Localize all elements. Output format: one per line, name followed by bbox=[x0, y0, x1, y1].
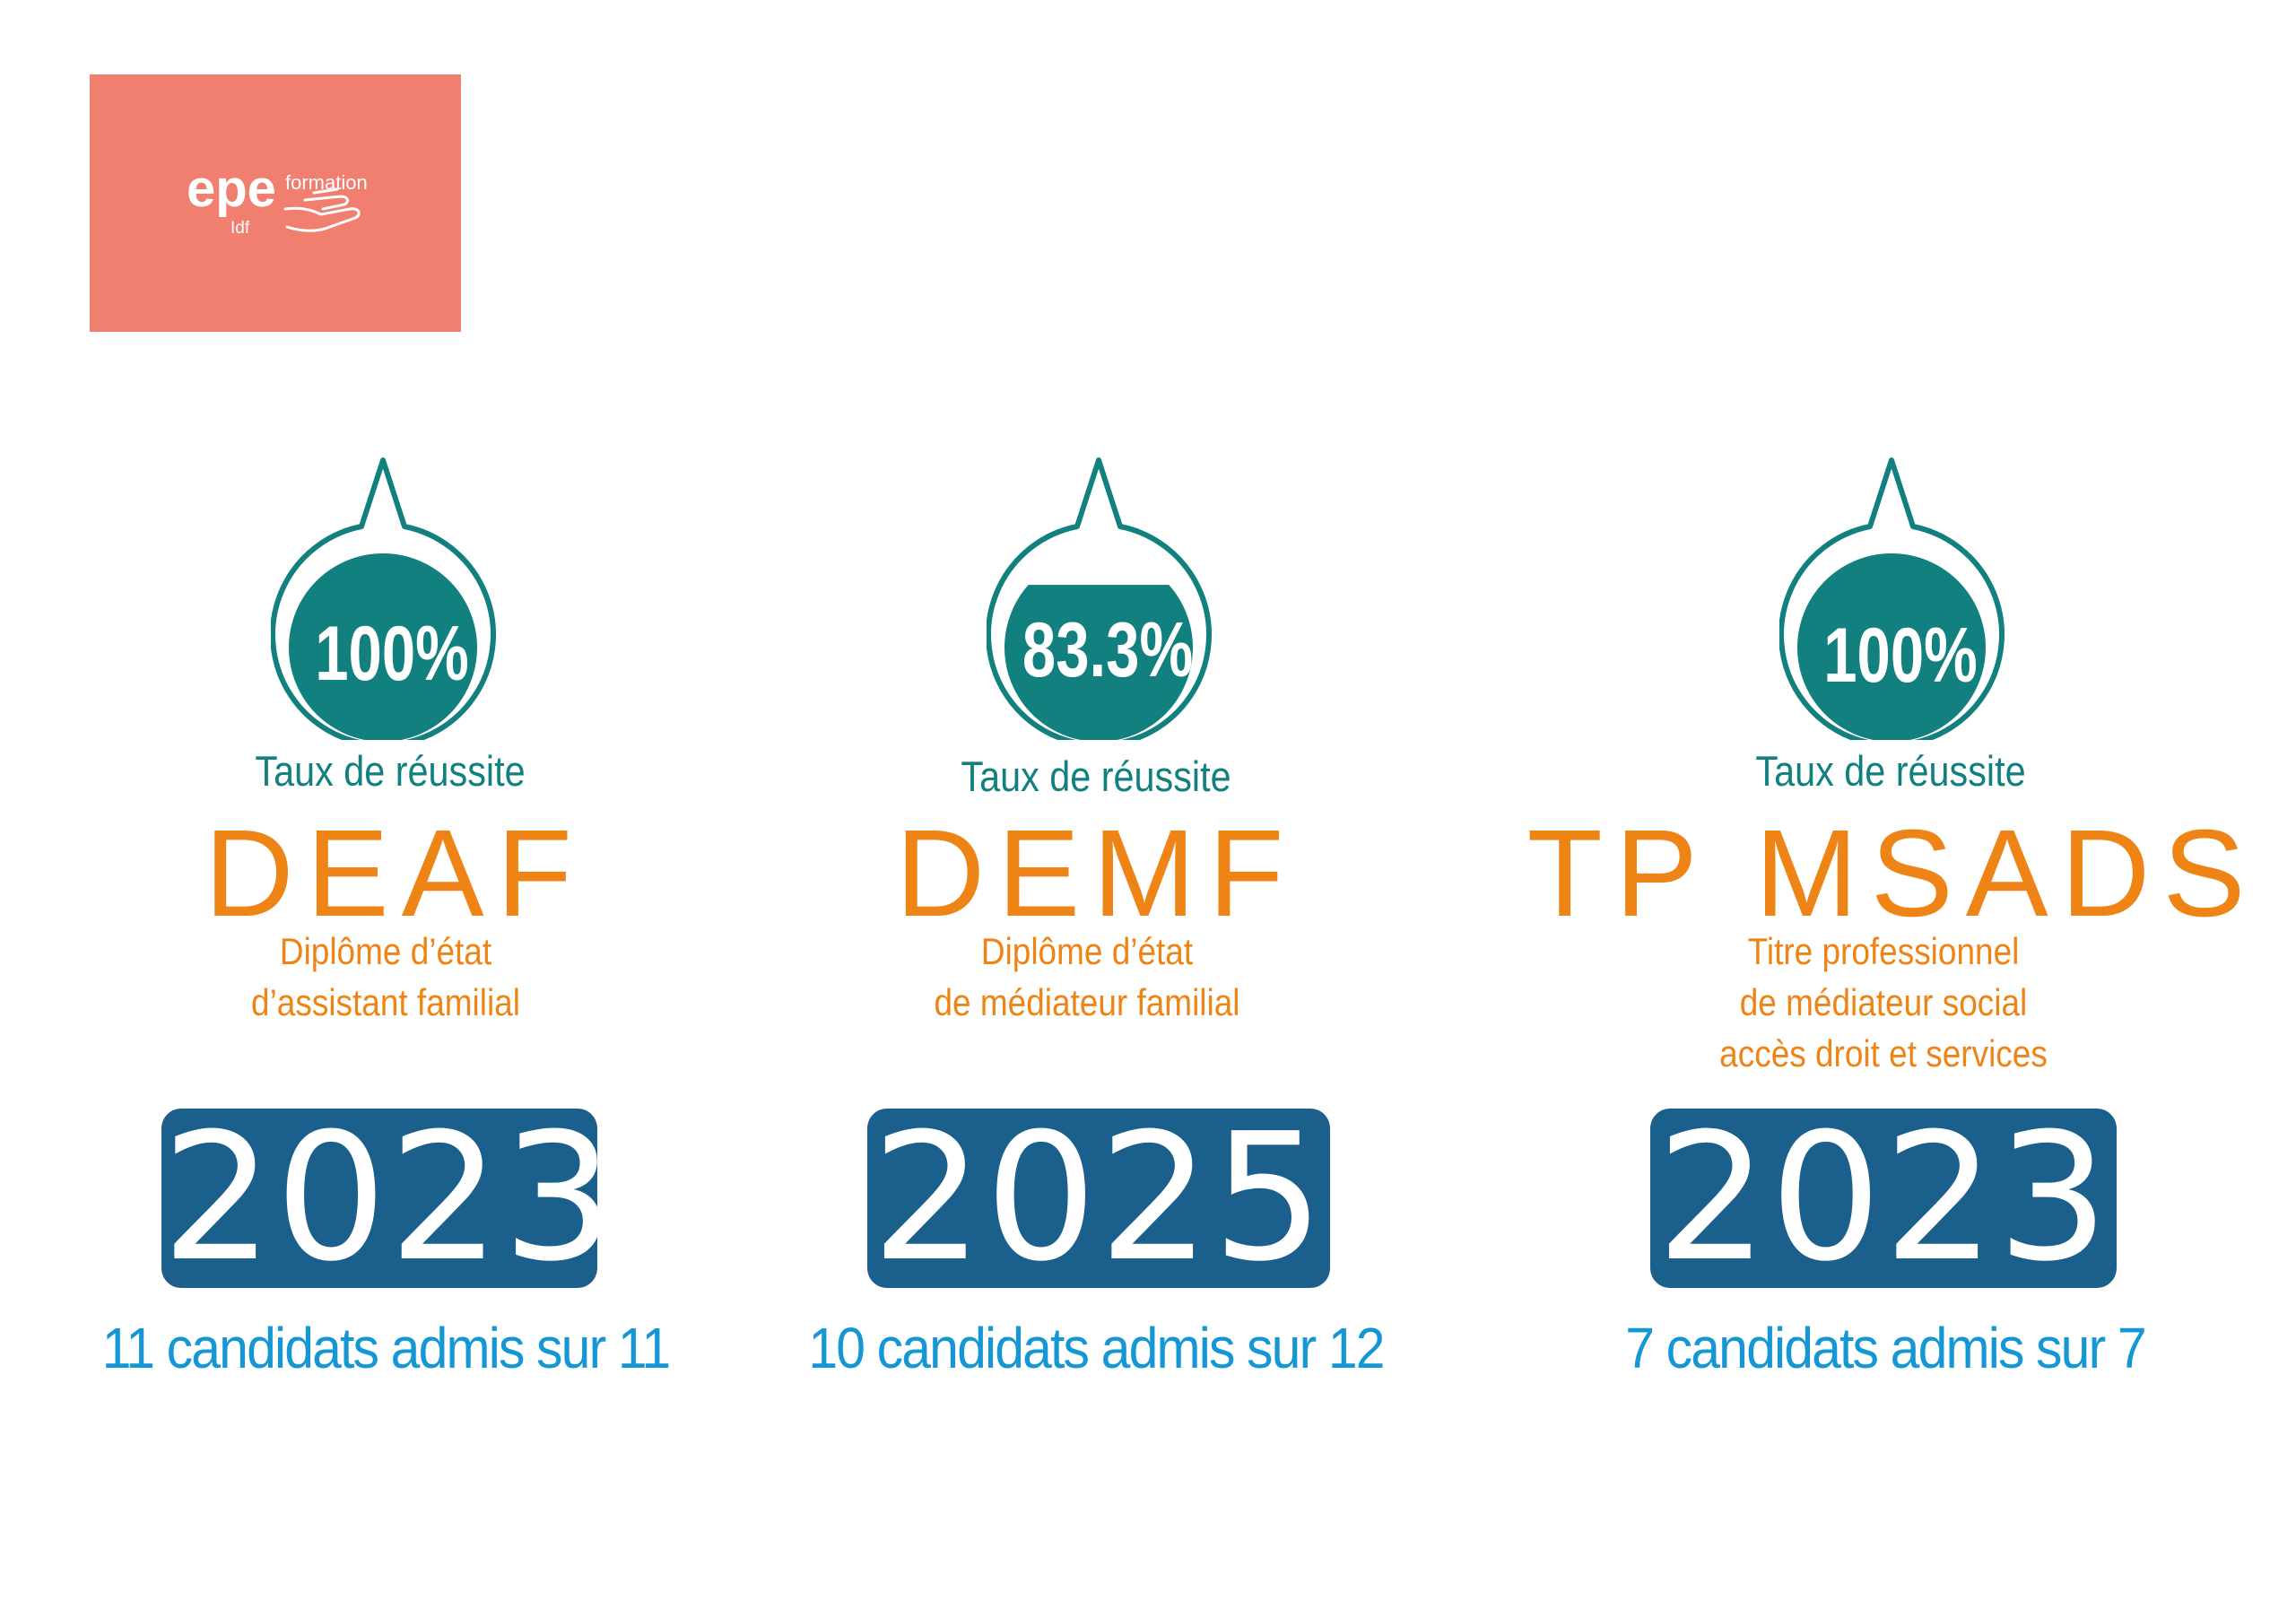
rate-fill bbox=[1797, 553, 1986, 740]
rate-fill bbox=[289, 553, 477, 740]
admitted-count: 11 candidats admis sur 11 bbox=[101, 1316, 671, 1380]
success-rate-value: 100% bbox=[1823, 613, 1978, 699]
success-rate-label: Taux de réussite bbox=[961, 752, 1231, 800]
diploma-description-2: de médiateur social bbox=[1739, 981, 2028, 1023]
success-rate-drop bbox=[987, 457, 1212, 740]
success-rate-label: Taux de réussite bbox=[255, 747, 526, 795]
diploma-description-1: Diplôme d’état bbox=[279, 930, 492, 972]
epe-formation-logo: epe formation Idf bbox=[90, 74, 461, 332]
result-card-deaf: 100% Taux de réussite DEAF Diplôme d’éta… bbox=[0, 0, 780, 1435]
success-rate-value: 100% bbox=[315, 611, 469, 697]
diploma-code: DEAF bbox=[204, 805, 586, 943]
success-rate-value: 83.3% bbox=[1022, 607, 1194, 693]
hand-icon bbox=[283, 187, 361, 232]
year-badge: 2023 bbox=[161, 1096, 616, 1300]
admitted-count: 10 candidats admis sur 12 bbox=[808, 1316, 1385, 1380]
diploma-code: TP MSADS bbox=[1526, 805, 2258, 943]
diploma-description-1: Titre professionnel bbox=[1747, 930, 2020, 972]
year-badge: 2025 bbox=[867, 1109, 1330, 1288]
year-badge: 2023 bbox=[1650, 1109, 2117, 1288]
admitted-count: 7 candidats admis sur 7 bbox=[1625, 1316, 2146, 1380]
rate-fill bbox=[1004, 585, 1193, 740]
success-rate-drop bbox=[271, 457, 496, 740]
diploma-description-1: Diplôme d’état bbox=[980, 930, 1194, 972]
logo-region: Idf bbox=[230, 219, 250, 238]
result-card-demf: 83.3% Taux de réussite DEMF Diplôme d’ét… bbox=[808, 457, 1386, 1380]
success-rate-label: Taux de réussite bbox=[1755, 747, 2026, 795]
diploma-description-3: accès droit et services bbox=[1719, 1032, 2048, 1074]
success-rate-drop bbox=[1779, 457, 2005, 740]
diploma-description-2: de médiateur familial bbox=[934, 981, 1240, 1023]
diploma-description-2: d’assistant familial bbox=[251, 981, 520, 1023]
logo-mark: epe formation Idf bbox=[187, 160, 368, 238]
logo-brand: epe bbox=[187, 160, 276, 218]
result-card-tp-msads: 100% Taux de réussite TP MSADS Titre pro… bbox=[1526, 457, 2258, 1380]
diploma-code: DEMF bbox=[895, 805, 1297, 943]
